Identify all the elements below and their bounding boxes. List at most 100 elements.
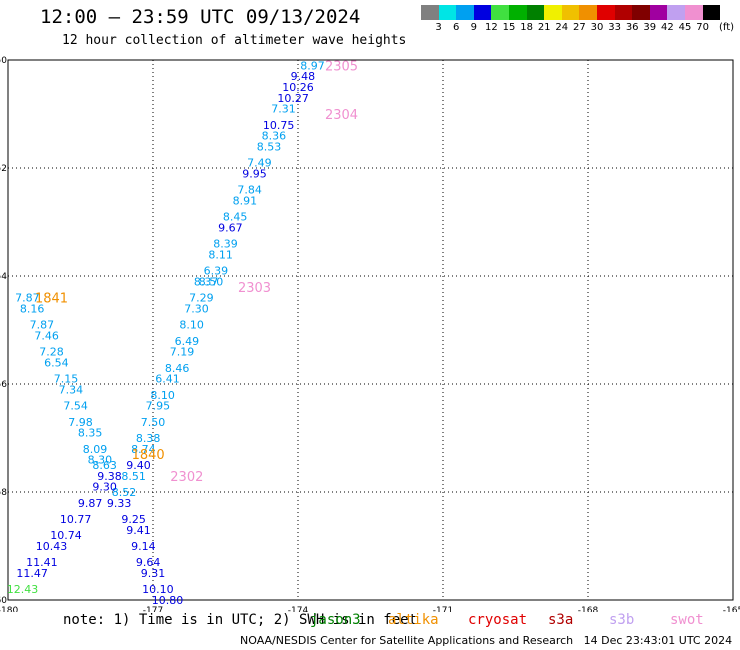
data-point-label: 10.75: [263, 119, 295, 132]
legend-label: 18: [520, 22, 533, 33]
legend-swatch: [632, 5, 650, 20]
data-point-label: 7.30: [184, 302, 209, 315]
data-point-label: 7.95: [146, 400, 171, 413]
y-tick-label: -58: [0, 488, 7, 498]
pass-label: 2302: [170, 470, 203, 485]
data-point-label: 7.29: [189, 292, 214, 305]
pass-label: 2305: [325, 59, 358, 74]
legend-swatch: [526, 5, 545, 20]
data-point-label: 7.50: [141, 416, 166, 429]
legend-swatch: [421, 5, 439, 20]
data-point-label: 8.10: [150, 389, 175, 402]
footer-note: note: 1) Time is in UTC; 2) SWH is in fe…: [63, 612, 418, 628]
data-point-label: 7.34: [59, 383, 84, 396]
data-point-label: 8.91: [233, 194, 258, 207]
data-point-label: 7.49: [247, 157, 272, 170]
color-legend-labels: 3 6 9 12 15 18 21 24 27 30 33 36 39 42 45 70: [421, 22, 740, 36]
y-tick-label: -50: [0, 56, 7, 66]
legend-label: 36: [625, 22, 639, 33]
legend-label: 33: [608, 22, 621, 33]
data-point-label: 8.52: [112, 486, 137, 499]
data-point-label: 7.19: [170, 346, 195, 359]
legend-swatch: [544, 5, 562, 20]
data-point-label: 10.10: [142, 583, 174, 596]
pass-label: 2303: [238, 281, 271, 296]
data-point-label: 6.49: [175, 335, 200, 348]
data-point-label: 10.43: [36, 540, 68, 553]
y-tick-label: -52: [0, 164, 7, 174]
data-point-label: 8.97: [300, 59, 325, 72]
legend-swatch: [667, 5, 685, 20]
legend-unit: (ft): [719, 22, 735, 33]
satellite-label-swot: swot: [670, 612, 704, 628]
data-point-label: 9.64: [136, 556, 161, 569]
page-subtitle: 12 hour collection of altimeter wave hei…: [62, 33, 407, 48]
data-point-label: 7.28: [39, 346, 64, 359]
data-point-label: 7.98: [68, 416, 93, 429]
x-tick-label: -177: [143, 606, 163, 612]
data-point-label: 8.09: [83, 443, 108, 456]
data-point-label: 10.74: [50, 529, 82, 542]
data-point-label: 8.63: [92, 459, 117, 472]
legend-swatch: [473, 5, 492, 20]
satellite-label-jason3: jason3: [310, 612, 361, 628]
legend-swatch: [649, 5, 668, 20]
legend-swatch: [614, 5, 633, 20]
satellite-label-altika: altika: [388, 612, 439, 628]
data-point-label: 8.38: [136, 432, 161, 445]
data-point-label: 8.16: [20, 302, 45, 315]
legend-swatch: [596, 5, 615, 20]
data-point-label: 7.46: [34, 329, 59, 342]
data-point-label: 9.38: [97, 470, 122, 483]
data-point-label: 10.77: [60, 513, 92, 526]
pass-label: 1840: [132, 448, 165, 463]
data-point-label: 10.26: [282, 81, 314, 94]
data-point-label: 10.80: [152, 594, 184, 607]
x-tick-label: -171: [433, 606, 453, 612]
legend-label: 27: [573, 22, 586, 33]
legend-swatch: [438, 5, 457, 20]
data-point-label: 8.30: [88, 454, 113, 467]
credit-line: NOAA/NESDIS Center for Satellite Applica…: [240, 634, 733, 647]
data-point-label: 7.15: [54, 373, 79, 386]
y-tick-label: -54: [0, 272, 7, 282]
x-tick-label: -168: [578, 606, 599, 612]
data-point-label: 7.54: [63, 400, 88, 413]
legend-label: 70: [696, 22, 709, 33]
data-point-label: 8.45: [223, 211, 248, 224]
legend-label: 21: [537, 22, 551, 33]
data-point-label: 9.30: [92, 481, 117, 494]
data-point-label: 9.14: [131, 540, 156, 553]
data-point-label: 7.87: [30, 319, 55, 332]
legend-label: 45: [678, 22, 692, 33]
data-point-label: 9.25: [121, 513, 146, 526]
data-point-label: 8.36: [262, 130, 287, 143]
data-point-label: 8.11: [208, 248, 233, 261]
legend-label: 15: [502, 22, 516, 33]
legend-label: 9: [470, 22, 477, 33]
data-point-label: 9.40: [126, 459, 151, 472]
satellite-label-cryosat: cryosat: [468, 612, 528, 628]
legend-label: 6: [453, 22, 460, 33]
page-title: 12:00 — 23:59 UTC 09/13/2024: [40, 6, 361, 28]
legend-swatch: [508, 5, 527, 20]
data-point-label: 8.35: [78, 427, 103, 440]
legend-swatch: [579, 5, 597, 20]
data-point-label: 11.41: [26, 556, 58, 569]
data-point-label: 6.54: [44, 356, 69, 369]
data-point-label: 8.53: [257, 140, 282, 153]
legend-label: 42: [661, 22, 674, 33]
y-tick-label: -56: [0, 380, 7, 390]
data-point-label: 8.39: [213, 238, 238, 251]
legend-swatch: [561, 5, 580, 20]
x-tick-label: -180: [0, 606, 18, 612]
x-tick-label: -174: [288, 606, 309, 612]
data-point-label: 6.41: [155, 373, 180, 386]
data-point-label: 8.37: [194, 275, 219, 288]
data-point-label: 8.74: [131, 443, 156, 456]
data-point-label: 10.27: [277, 92, 309, 105]
data-point-label: 8.51: [121, 470, 146, 483]
pass-label: 2304: [325, 108, 358, 123]
pass-label: 1841: [35, 292, 68, 307]
data-point-label: 11.47: [16, 567, 48, 580]
